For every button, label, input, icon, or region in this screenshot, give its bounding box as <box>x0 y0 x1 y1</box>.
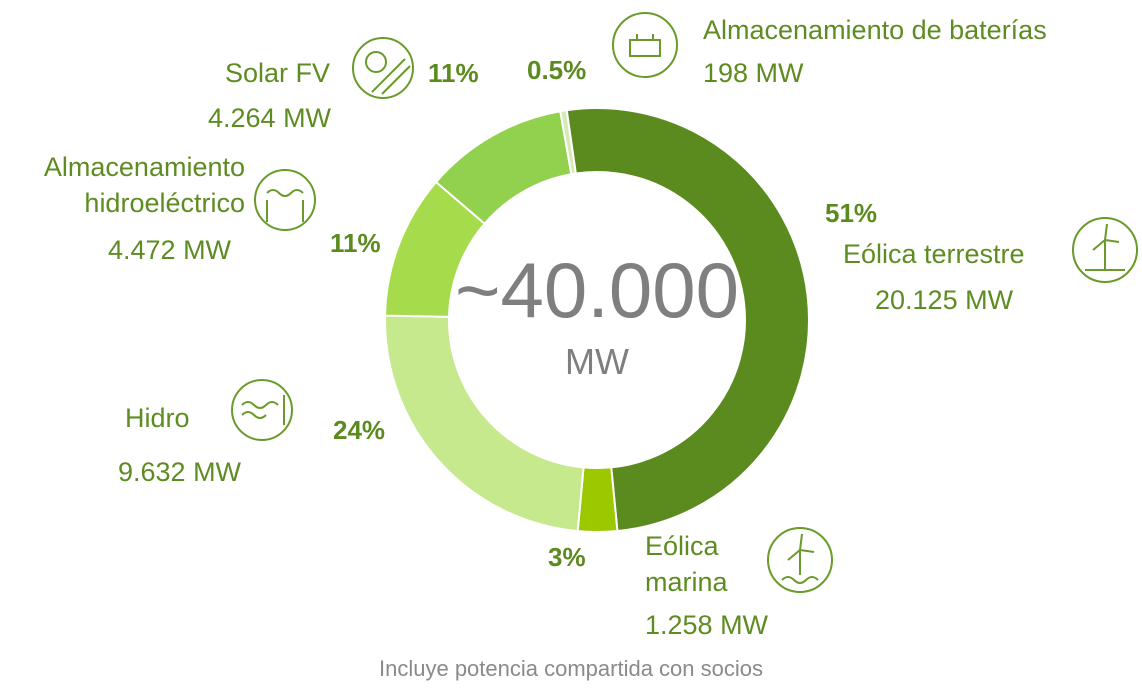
battery-icon-body <box>629 39 661 57</box>
offshore-icon-blades <box>781 533 819 584</box>
solar-icon-panel <box>381 65 411 95</box>
capacity-label: 9.632 MW <box>118 457 242 487</box>
offshore-icon <box>767 527 833 593</box>
capacity-label: 1.258 MW <box>645 610 769 640</box>
onshore-icon-blades <box>1085 223 1125 271</box>
solar-icon-panel <box>371 58 406 93</box>
battery-icon <box>612 12 678 78</box>
category-label: Eólica marina <box>645 531 728 597</box>
value-label: 0.5% <box>527 55 587 85</box>
category-label: Hidro <box>125 403 190 433</box>
category-label: Almacenamiento hidroeléctrico <box>43 152 245 218</box>
value-label: 11% <box>428 58 479 88</box>
solar-icon <box>352 37 414 99</box>
value-label: 11% <box>330 228 381 258</box>
value-label: 24% <box>333 415 386 445</box>
donut-segment <box>576 466 619 533</box>
storage-icon-waves <box>266 189 304 222</box>
category-label: Almacenamiento de baterías <box>703 15 1047 45</box>
hydro-icon-waves <box>241 395 285 425</box>
capacity-label: 198 MW <box>703 58 804 88</box>
category-label: Solar FV <box>224 58 330 88</box>
center-unit: MW <box>565 341 629 382</box>
capacity-label: 4.472 MW <box>108 235 232 265</box>
icons <box>231 12 1138 593</box>
solar-icon-sun <box>365 51 387 73</box>
center-value: ~40.000 <box>454 246 740 334</box>
storage-icon <box>254 169 316 231</box>
note: Incluye potencia compartida con socios <box>379 656 763 681</box>
hydro-icon <box>231 379 293 441</box>
category-label: Eólica terrestre <box>843 239 1025 269</box>
donut-segment <box>384 314 585 533</box>
donut-segment <box>565 107 810 533</box>
donut-segment <box>434 110 573 226</box>
value-label: 3% <box>548 542 586 572</box>
capacity-label: 20.125 MW <box>875 285 1014 315</box>
onshore-icon <box>1072 217 1138 283</box>
value-label: 51% <box>825 198 878 228</box>
capacity-label: 4.264 MW <box>208 103 332 133</box>
